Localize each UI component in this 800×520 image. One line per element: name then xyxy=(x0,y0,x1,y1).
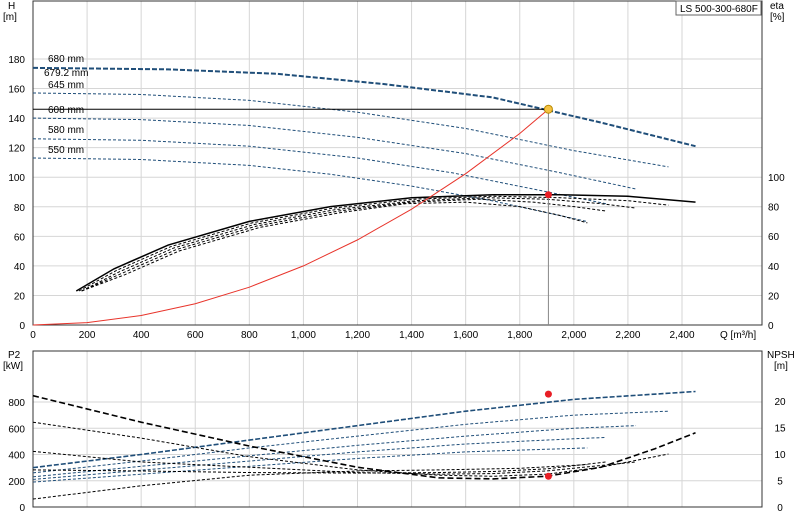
power-tick-label: 600 xyxy=(8,424,25,435)
eta-axis-title: eta xyxy=(770,1,784,12)
impeller-label-680: 680 mm xyxy=(48,54,84,65)
head-tick-label: 0 xyxy=(19,321,25,332)
head-axis-title: H xyxy=(8,1,15,12)
power-tick-label: 200 xyxy=(8,477,25,488)
efficiency-curve-680mm xyxy=(75,194,696,292)
eta-tick-label: 20 xyxy=(768,291,780,302)
x-tick-label: 2,400 xyxy=(669,330,694,341)
eta-axis-unit: [%] xyxy=(770,12,785,23)
npsh-curve-580mm xyxy=(32,461,607,474)
head-axis-unit: [m] xyxy=(3,12,17,23)
npsh-axis-title: NPSH xyxy=(767,350,795,361)
efficiency-curve-645mm xyxy=(78,195,669,292)
impeller-label-679: 679.2 mm xyxy=(44,68,88,79)
head-tick-label: 40 xyxy=(14,262,26,273)
power-axis-title: P2 xyxy=(8,350,21,361)
head-curve-645mm xyxy=(32,92,669,168)
head-tick-label: 180 xyxy=(8,55,25,66)
npsh-curve-550mm xyxy=(32,464,588,500)
npsh-tick-label: 15 xyxy=(774,424,786,435)
x-tick-label: 400 xyxy=(133,330,150,341)
operating-point-npsh xyxy=(544,472,552,480)
npsh-curve-680mm xyxy=(32,394,696,480)
x-tick-label: 2,000 xyxy=(561,330,586,341)
head-tick-label: 160 xyxy=(8,85,25,96)
x-tick-label: 1,000 xyxy=(291,330,316,341)
power-curve-608mm xyxy=(32,425,637,478)
npsh-tick-label: 0 xyxy=(777,503,783,514)
head-curve-580mm xyxy=(32,138,607,205)
impeller-label-580: 580 mm xyxy=(48,125,84,136)
head-curve-680mm xyxy=(32,66,696,148)
eta-tick-label: 60 xyxy=(768,232,780,243)
efficiency-curve-550mm xyxy=(81,201,588,292)
npsh-axis-unit: [m] xyxy=(774,361,788,372)
head-tick-label: 20 xyxy=(14,291,26,302)
eta-tick-label: 80 xyxy=(768,203,780,214)
eta-tick-label: 40 xyxy=(768,262,780,273)
power-curve-550mm xyxy=(32,447,588,483)
efficiency-curve-580mm xyxy=(81,198,607,292)
power-tick-label: 400 xyxy=(8,451,25,462)
top-grid xyxy=(32,1,762,326)
x-tick-label: 0 xyxy=(30,330,36,341)
power-curve-580mm xyxy=(32,436,607,480)
x-tick-label: 1,600 xyxy=(453,330,478,341)
npsh-curve-645mm xyxy=(32,421,669,477)
operating-point-eta xyxy=(544,191,552,199)
head-tick-label: 100 xyxy=(8,173,25,184)
power-tick-label: 800 xyxy=(8,398,25,409)
x-tick-label: 1,200 xyxy=(345,330,370,341)
eta-tick-label: 0 xyxy=(768,321,774,332)
npsh-curve-608mm xyxy=(32,450,637,475)
x-tick-label: 800 xyxy=(241,330,258,341)
system-curve xyxy=(32,108,549,326)
npsh-tick-label: 20 xyxy=(774,397,786,408)
head-tick-label: 120 xyxy=(8,144,25,155)
impeller-label-608: 608 mm xyxy=(48,105,84,116)
bottom-plot-frame xyxy=(32,350,763,508)
impeller-label-645: 645 mm xyxy=(48,80,84,91)
top-plot-frame xyxy=(32,0,763,326)
head-tick-label: 140 xyxy=(8,114,25,125)
x-tick-label: 600 xyxy=(187,330,204,341)
operating-point-head xyxy=(543,104,553,114)
operating-point-power xyxy=(544,390,552,398)
power-tick-label: 0 xyxy=(19,503,25,514)
power-curve-645mm xyxy=(32,410,669,474)
head-curve-550mm xyxy=(32,157,588,223)
head-curve-608mm xyxy=(32,117,637,190)
x-tick-label: 1,800 xyxy=(507,330,532,341)
npsh-tick-label: 10 xyxy=(774,450,786,461)
bottom-grid xyxy=(32,351,762,508)
efficiency-curve-608mm xyxy=(81,197,637,292)
power-axis-unit: [kW] xyxy=(3,361,23,372)
x-tick-label: 200 xyxy=(79,330,96,341)
chart-title-box xyxy=(675,0,762,16)
x-axis-title: Q [m³/h] xyxy=(720,330,756,341)
head-tick-label: 60 xyxy=(14,232,26,243)
npsh-tick-label: 5 xyxy=(777,477,783,488)
x-tick-label: 2,200 xyxy=(615,330,640,341)
chart-title: LS 500-300-680F xyxy=(680,4,758,15)
eta-tick-label: 100 xyxy=(768,173,785,184)
power-curve-680mm xyxy=(32,390,696,469)
x-tick-label: 1,400 xyxy=(399,330,424,341)
impeller-label-550: 550 mm xyxy=(48,145,84,156)
head-tick-label: 80 xyxy=(14,203,26,214)
